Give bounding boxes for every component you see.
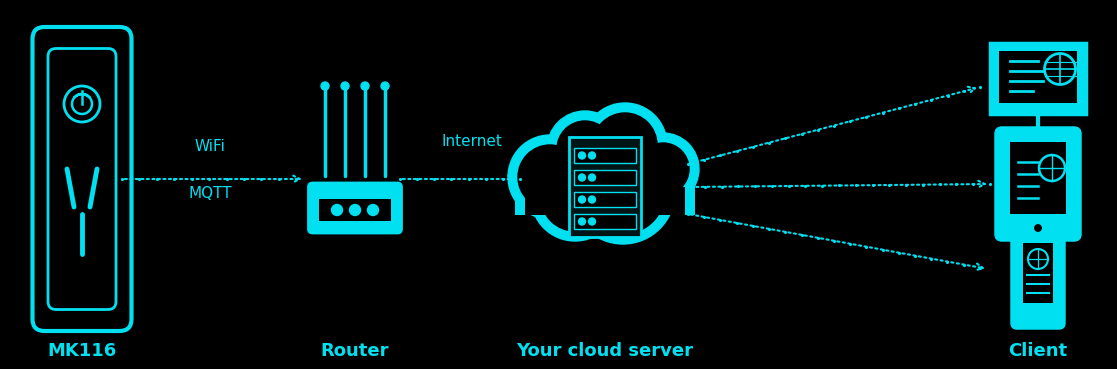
FancyBboxPatch shape — [574, 214, 636, 229]
Circle shape — [321, 82, 330, 90]
FancyBboxPatch shape — [515, 185, 695, 215]
Text: Your cloud server: Your cloud server — [516, 342, 694, 360]
Circle shape — [589, 218, 595, 225]
Circle shape — [547, 111, 623, 187]
FancyBboxPatch shape — [1023, 243, 1053, 303]
Circle shape — [541, 163, 609, 231]
Text: Client: Client — [1009, 342, 1068, 360]
Circle shape — [332, 204, 343, 215]
Text: Internet: Internet — [441, 134, 503, 148]
Circle shape — [518, 145, 582, 209]
Circle shape — [508, 135, 592, 219]
FancyBboxPatch shape — [32, 27, 132, 331]
FancyBboxPatch shape — [1012, 230, 1065, 328]
Circle shape — [367, 204, 379, 215]
Text: WiFi: WiFi — [194, 139, 226, 155]
Circle shape — [589, 196, 595, 203]
Circle shape — [637, 143, 689, 195]
Circle shape — [557, 121, 613, 177]
Circle shape — [341, 82, 349, 90]
Circle shape — [350, 204, 361, 215]
Circle shape — [581, 150, 665, 234]
Text: Router: Router — [321, 342, 389, 360]
Circle shape — [1044, 54, 1076, 85]
Circle shape — [531, 153, 619, 241]
Circle shape — [589, 152, 595, 159]
FancyBboxPatch shape — [525, 187, 685, 215]
FancyBboxPatch shape — [996, 128, 1080, 240]
Circle shape — [381, 82, 389, 90]
Circle shape — [589, 174, 595, 181]
Text: MK116: MK116 — [47, 342, 116, 360]
Circle shape — [1033, 223, 1043, 233]
FancyBboxPatch shape — [574, 192, 636, 207]
Circle shape — [579, 196, 585, 203]
FancyBboxPatch shape — [569, 137, 641, 237]
Circle shape — [361, 82, 369, 90]
Circle shape — [627, 133, 699, 205]
Circle shape — [579, 152, 585, 159]
Text: MQTT: MQTT — [188, 186, 232, 201]
FancyBboxPatch shape — [1010, 142, 1066, 214]
Circle shape — [1039, 155, 1065, 181]
FancyBboxPatch shape — [574, 170, 636, 185]
Circle shape — [579, 174, 585, 181]
Circle shape — [64, 86, 101, 122]
Circle shape — [593, 113, 657, 177]
Circle shape — [1028, 249, 1048, 269]
FancyBboxPatch shape — [990, 44, 1086, 114]
FancyBboxPatch shape — [319, 199, 391, 221]
FancyBboxPatch shape — [999, 51, 1077, 103]
Circle shape — [571, 140, 675, 244]
Circle shape — [583, 103, 667, 187]
FancyBboxPatch shape — [574, 148, 636, 163]
FancyBboxPatch shape — [48, 48, 116, 310]
Circle shape — [579, 218, 585, 225]
FancyBboxPatch shape — [308, 183, 401, 233]
